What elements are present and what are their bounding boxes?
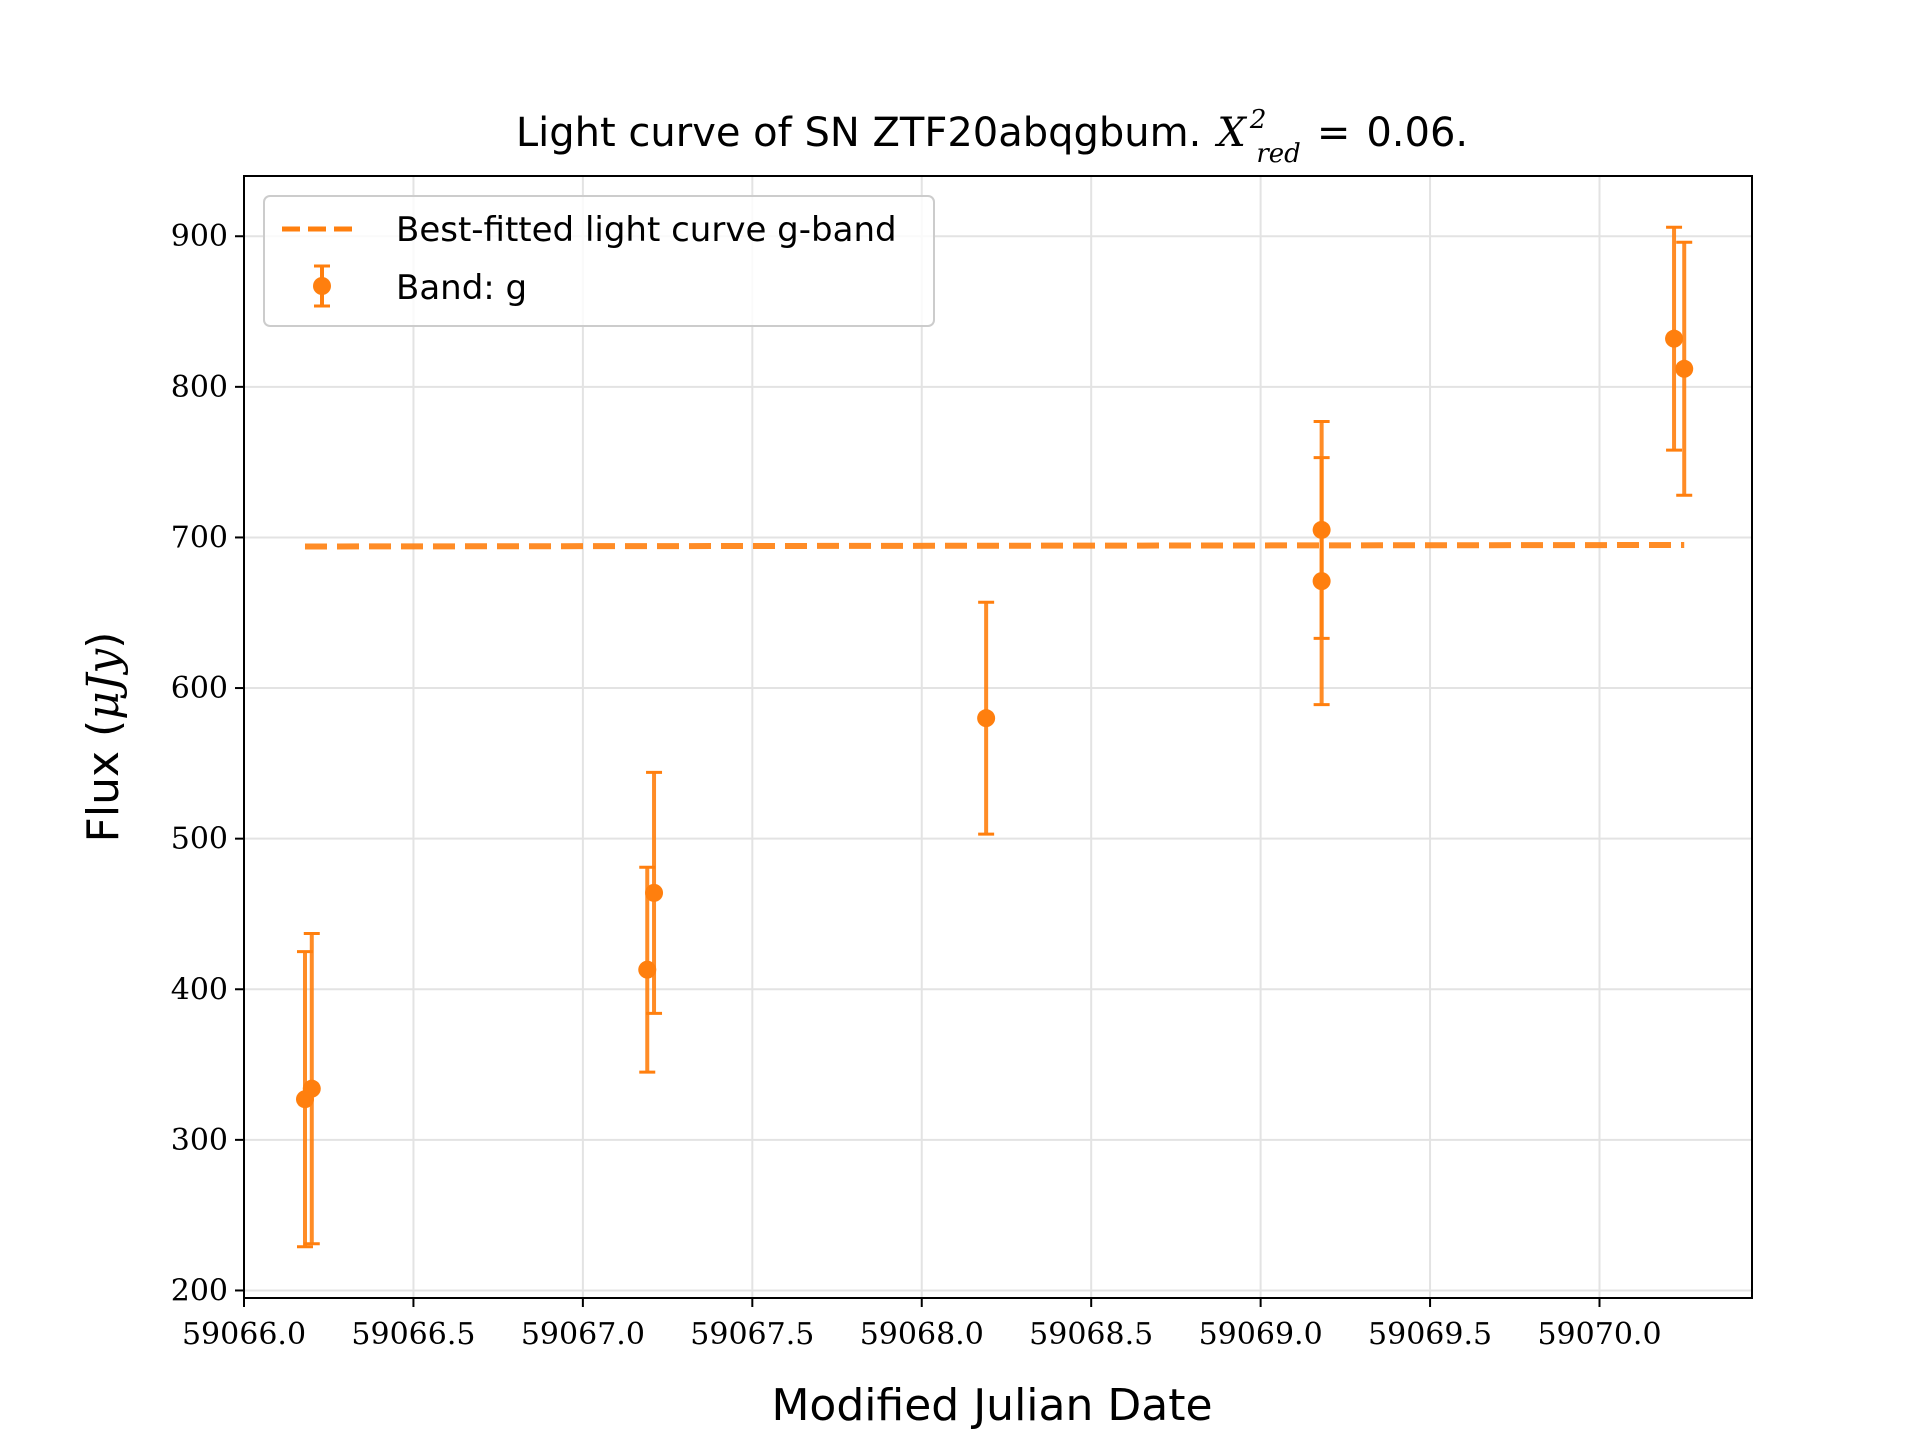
x-tick-label: 59068.5 — [1029, 1317, 1153, 1352]
y-tick-label: 800 — [171, 370, 228, 405]
y-tick-label: 700 — [171, 520, 228, 555]
chart-title-equals: = — [1317, 110, 1351, 156]
legend-box — [263, 195, 935, 327]
data-point — [302, 932, 321, 1246]
y-tick-label: 900 — [171, 219, 228, 254]
legend-label-band: Band: g — [396, 268, 527, 308]
legend: Best-fitted light curve g-band Band: g — [263, 195, 935, 327]
point-marker — [1312, 572, 1331, 591]
x-axis-ticks: 59066.0 59066.5 59067.0 59067.5 59068.0 59068… — [182, 1298, 1662, 1352]
chart-title-chi: X — [1214, 110, 1247, 156]
x-tick-label: 59069.0 — [1199, 1317, 1323, 1352]
chart-title-prefix: Light curve of SN ZTF20abqgbum. — [516, 110, 1201, 156]
data-point — [1665, 225, 1684, 452]
y-tick-label: 200 — [171, 1273, 228, 1308]
data-point — [295, 950, 314, 1249]
data-point — [1312, 456, 1331, 707]
y-tick-label: 300 — [171, 1123, 228, 1158]
x-tick-label: 59070.0 — [1537, 1317, 1661, 1352]
y-axis-label-unit: μJy — [78, 648, 129, 720]
y-axis-ticks: 200 300 400 500 600 700 800 900 — [171, 219, 244, 1308]
data-point — [977, 600, 996, 836]
x-tick-label: 59069.5 — [1368, 1317, 1492, 1352]
y-axis-label-suffix: ) — [78, 632, 129, 649]
x-tick-label: 59068.0 — [860, 1317, 984, 1352]
chart-title-value: 0.06. — [1366, 110, 1468, 156]
legend-marker — [313, 277, 331, 295]
data-point — [645, 770, 664, 1015]
chart-title-subscript: red — [1256, 139, 1300, 169]
x-tick-label: 59066.0 — [182, 1317, 306, 1352]
fit-line-layer — [304, 541, 1685, 550]
x-tick-label: 59067.0 — [521, 1317, 645, 1352]
point-marker — [645, 883, 664, 902]
y-tick-label: 400 — [171, 972, 228, 1007]
data-point — [638, 865, 657, 1074]
x-tick-label: 59067.5 — [690, 1317, 814, 1352]
point-marker — [1675, 359, 1694, 378]
y-axis-label-prefix: Flux ( — [78, 720, 129, 843]
point-marker — [1665, 329, 1684, 348]
chart-title: Light curve of SN ZTF20abqgbum. X 2 red … — [516, 105, 1468, 169]
legend-label-fit: Best-fitted light curve g-band — [396, 210, 897, 250]
x-axis-label: Modified Julian Date — [771, 1380, 1212, 1431]
y-axis-label: Flux (μJy) — [78, 632, 129, 843]
point-marker — [638, 960, 657, 979]
chart-title-superscript: 2 — [1249, 105, 1267, 135]
y-tick-label: 500 — [171, 822, 228, 857]
grid — [243, 176, 1752, 1298]
fit-line — [304, 541, 1685, 550]
legend-errorbar-swatch — [313, 264, 331, 308]
plot-frame — [243, 175, 1753, 1299]
data-points-layer — [295, 225, 1694, 1249]
point-marker — [302, 1079, 321, 1098]
y-tick-label: 600 — [171, 671, 228, 706]
point-marker — [977, 709, 996, 728]
x-tick-label: 59066.5 — [351, 1317, 475, 1352]
data-point — [1675, 240, 1694, 497]
